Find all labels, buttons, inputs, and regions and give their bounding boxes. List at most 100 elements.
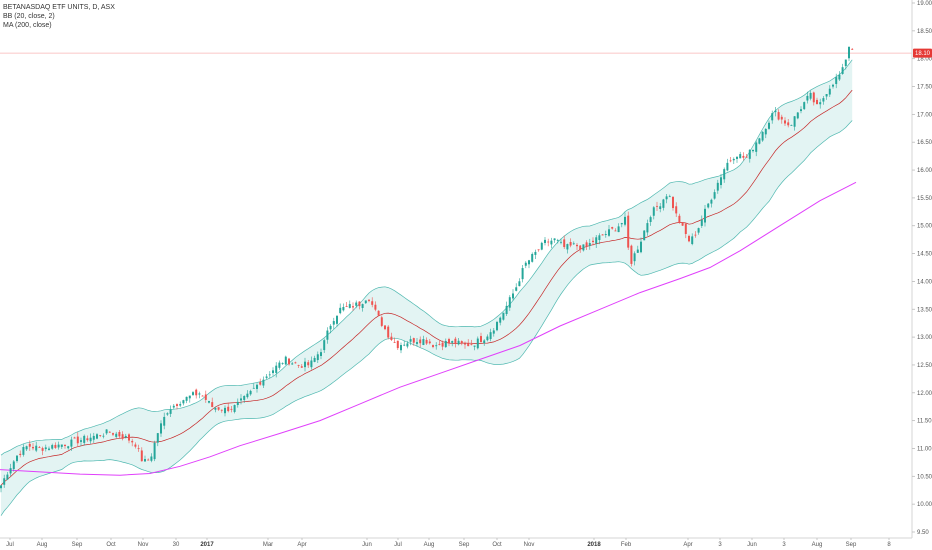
candle-body: [371, 301, 374, 305]
candle: [435, 342, 438, 350]
candle: [425, 337, 428, 346]
candle: [675, 202, 678, 217]
candle: [156, 433, 159, 447]
candle-body: [393, 341, 396, 343]
candle: [192, 391, 194, 397]
candle: [16, 455, 18, 463]
candle-body: [150, 456, 153, 461]
candle-body: [147, 459, 150, 461]
candle-body: [835, 77, 838, 85]
candle-body: [134, 444, 137, 447]
candle: [160, 420, 162, 437]
time-tick-label: Sep: [459, 542, 470, 548]
candle: [220, 409, 223, 413]
candle: [476, 336, 479, 350]
candle-body: [739, 154, 742, 159]
candle-body: [537, 249, 540, 251]
candle-body: [425, 339, 428, 344]
time-tick-label: Jul: [6, 542, 14, 548]
candle: [508, 295, 511, 311]
candle-body: [710, 199, 713, 204]
candle-body: [176, 404, 178, 406]
candle: [707, 203, 710, 209]
candle-body: [25, 446, 28, 450]
candle-body: [806, 95, 809, 101]
candle-body: [748, 149, 751, 159]
candle-body: [291, 363, 294, 365]
bb-fill: [1, 59, 853, 516]
candle-body: [400, 345, 402, 351]
candle: [83, 434, 86, 446]
candle: [361, 303, 364, 312]
candle-body: [9, 468, 12, 474]
candle-body: [745, 156, 748, 158]
candle-body: [499, 317, 502, 323]
price-tick-label: 15.00: [917, 224, 932, 230]
candle-body: [332, 321, 335, 325]
candle-body: [140, 450, 143, 462]
time-tick-label: Aug: [37, 542, 48, 548]
candle: [800, 106, 802, 114]
candle: [428, 338, 431, 345]
candle-body: [694, 234, 697, 236]
candle-body: [681, 222, 684, 226]
time-tick-label: Jun: [747, 542, 757, 548]
candle-body: [672, 196, 674, 209]
candle: [595, 235, 598, 248]
candle-body: [60, 444, 63, 447]
price-axis[interactable]: 9.50 10.00 10.50 11.00 11.50 12.00 12.50 13.00 1…: [911, 0, 932, 538]
candle-body: [598, 235, 601, 241]
candle-body: [259, 382, 262, 385]
last-price-tag-label: 18.10: [915, 51, 931, 57]
candle-body: [592, 240, 594, 243]
candle-body: [390, 336, 393, 341]
plot-area[interactable]: [0, 46, 912, 516]
price-tick-label: 12.50: [917, 363, 932, 369]
candle-body: [732, 158, 735, 161]
candle-body: [688, 235, 690, 242]
candle-body: [780, 116, 783, 120]
candle: [214, 406, 217, 413]
candle-body: [755, 142, 758, 152]
candle: [566, 243, 569, 254]
candle-body: [268, 374, 271, 376]
candle-body: [300, 366, 303, 368]
candle-body: [774, 110, 777, 113]
candle: [537, 249, 540, 252]
legend-bb: BB (20, close, 2): [3, 13, 55, 20]
candle-body: [160, 423, 162, 434]
candle: [374, 301, 377, 312]
candle-body: [576, 244, 578, 247]
candle-body: [652, 207, 655, 216]
candle: [748, 149, 751, 163]
candle: [601, 234, 604, 236]
candle: [102, 433, 105, 439]
time-axis[interactable]: Jul Aug Sep Oct Nov 30 2017 Mar Apr Jun Jul Aug Sep O…: [0, 537, 912, 548]
candle-body: [224, 407, 226, 414]
candle-body: [697, 228, 700, 233]
candle: [131, 438, 134, 447]
candle-body: [768, 122, 770, 129]
candle-body: [252, 387, 255, 389]
candle-body: [92, 435, 95, 440]
candle: [492, 328, 495, 337]
candle: [224, 405, 226, 417]
candle: [838, 71, 841, 82]
candle-body: [19, 453, 22, 456]
candle: [534, 249, 537, 259]
candle-body: [502, 312, 505, 320]
candle-body: [384, 325, 386, 330]
candle-body: [572, 243, 575, 245]
candle: [121, 431, 124, 441]
candle-body: [544, 239, 546, 244]
candle-body: [678, 215, 681, 223]
candle: [668, 194, 671, 198]
candle: [742, 152, 745, 161]
candle-body: [812, 92, 815, 103]
candle-body: [41, 448, 44, 451]
candle: [345, 301, 348, 307]
candle: [179, 401, 182, 408]
candle: [377, 310, 380, 317]
candle: [137, 444, 140, 452]
